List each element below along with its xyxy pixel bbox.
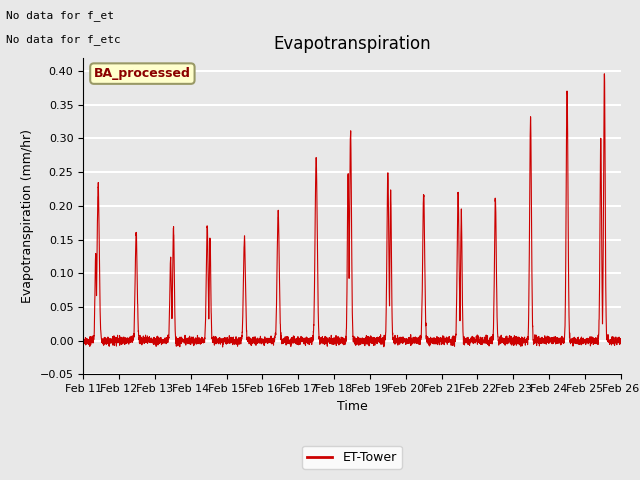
Legend: ET-Tower: ET-Tower [302,446,402,469]
Y-axis label: Evapotranspiration (mm/hr): Evapotranspiration (mm/hr) [21,129,34,303]
Text: No data for f_etc: No data for f_etc [6,34,121,45]
X-axis label: Time: Time [337,400,367,413]
Title: Evapotranspiration: Evapotranspiration [273,35,431,53]
Text: BA_processed: BA_processed [94,67,191,80]
Text: No data for f_et: No data for f_et [6,10,115,21]
